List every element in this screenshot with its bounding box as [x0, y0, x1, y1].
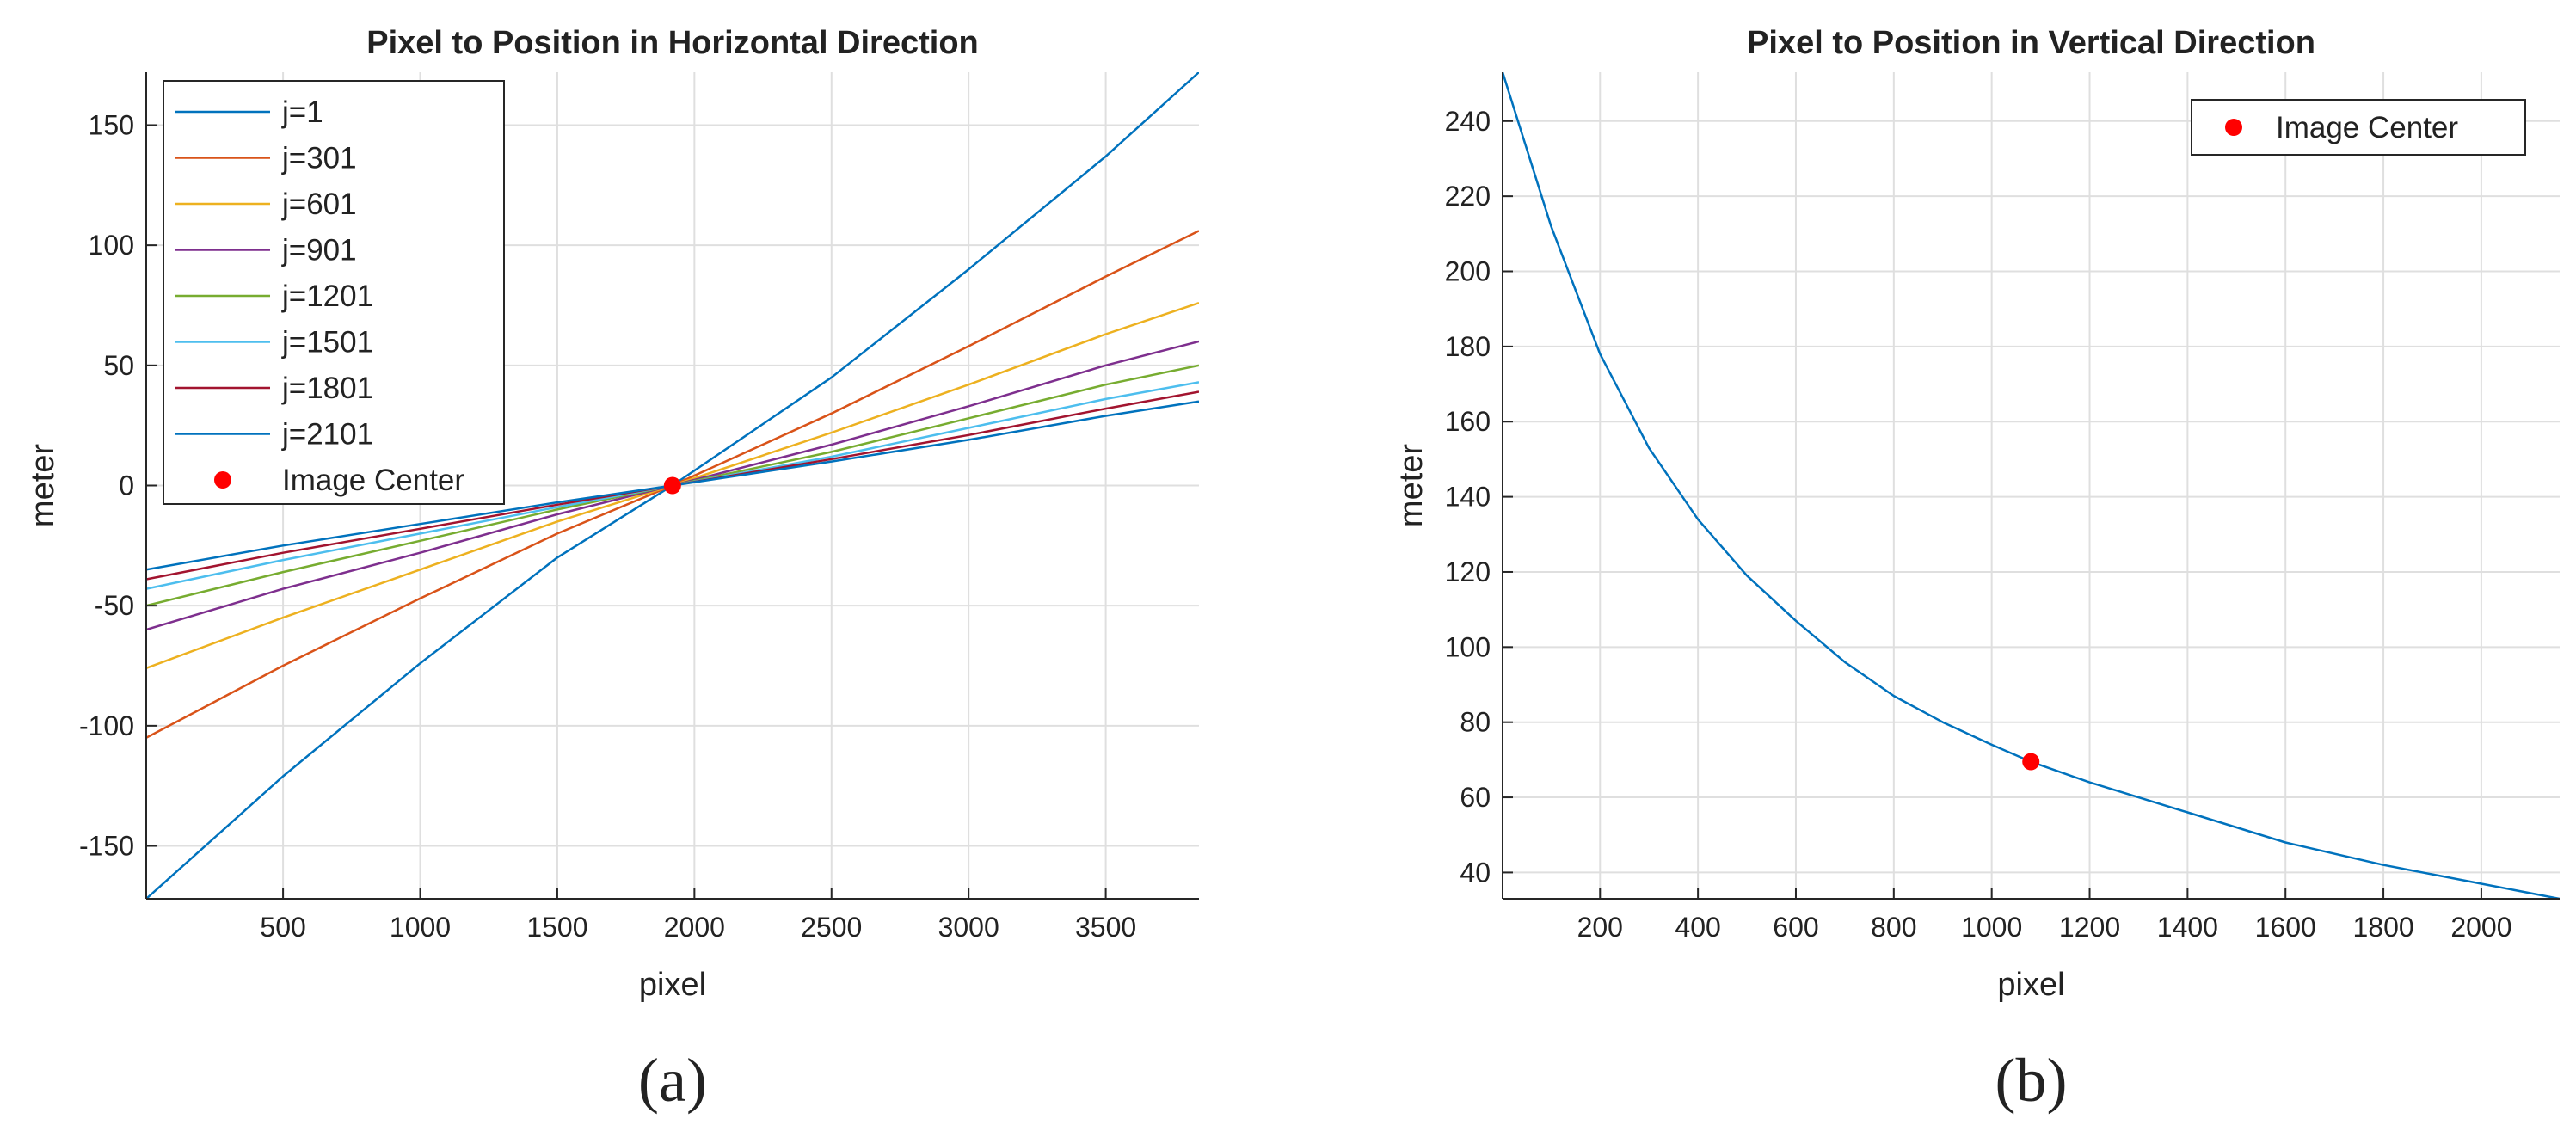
legend-entry: j=1801 — [281, 372, 373, 405]
y-tick-label: 120 — [1445, 556, 1491, 587]
y-axis-label: meter — [25, 444, 61, 527]
legend-entry: j=901 — [281, 234, 357, 267]
y-tick-label: 100 — [89, 230, 134, 261]
y-tick-label: 60 — [1460, 782, 1491, 813]
x-tick-label: 1500 — [526, 912, 587, 943]
x-tick-label: 600 — [1773, 912, 1818, 943]
x-tick-label: 2500 — [801, 912, 862, 943]
y-tick-label: 40 — [1460, 857, 1491, 888]
chart-title: Pixel to Position in Horizontal Directio… — [366, 25, 979, 61]
panel-caption: (b) — [1995, 1046, 2068, 1115]
series-line-1 — [1503, 72, 2560, 899]
legend-entry: j=2101 — [281, 418, 373, 452]
x-tick-label: 1400 — [2157, 912, 2218, 943]
chart-title: Pixel to Position in Vertical Direction — [1747, 25, 2315, 61]
x-tick-label: 1200 — [2059, 912, 2120, 943]
y-tick-label: 150 — [89, 109, 134, 140]
y-tick-label: 200 — [1445, 256, 1491, 287]
image-center-marker — [663, 476, 681, 495]
x-tick-label: 400 — [1675, 912, 1720, 943]
x-tick-label: 1800 — [2352, 912, 2413, 943]
y-tick-label: 140 — [1445, 482, 1491, 513]
chart-panel-b: 200 400 600 800 1000 1200 1400 1600 1800 2000 40 60… — [1393, 25, 2560, 1115]
y-tick-label: 0 — [119, 470, 134, 501]
legend-entry: Image Center — [282, 464, 464, 497]
x-tick-label: 3500 — [1075, 912, 1136, 943]
legend-marker-swatch — [2225, 119, 2242, 136]
y-tick-label: 80 — [1460, 707, 1491, 738]
x-tick-label: 200 — [1577, 912, 1623, 943]
legend-entry: j=301 — [281, 142, 357, 175]
x-tick-label: 2000 — [664, 912, 725, 943]
legend: Image Center — [2191, 99, 2526, 156]
y-tick-label: 160 — [1445, 406, 1491, 437]
image-center-marker — [2022, 753, 2040, 771]
y-tick-label: 240 — [1445, 106, 1491, 137]
legend-entry: j=1201 — [281, 280, 373, 313]
y-tick-label: 180 — [1445, 331, 1491, 362]
legend-entry: j=601 — [281, 188, 357, 221]
x-tick-label: 500 — [260, 912, 305, 943]
y-tick-label: 100 — [1445, 631, 1491, 662]
y-tick-label: 220 — [1445, 181, 1491, 212]
x-tick-label: 1000 — [1961, 912, 2022, 943]
y-tick-label: -100 — [79, 710, 134, 741]
legend-entry: j=1 — [281, 95, 323, 129]
x-tick-label: 3000 — [938, 912, 999, 943]
x-tick-label: 2000 — [2450, 912, 2511, 943]
series-group — [1503, 72, 2560, 899]
legend-entry: j=1501 — [281, 326, 373, 360]
y-tick-label: 50 — [103, 350, 134, 381]
legend-entry: Image Center — [2276, 111, 2458, 144]
y-axis-label: meter — [1393, 444, 1429, 527]
y-tick-label: -150 — [79, 831, 134, 862]
x-axis-label: pixel — [639, 967, 706, 1003]
legend-box — [2191, 99, 2526, 156]
panel-caption: (a) — [638, 1046, 707, 1115]
x-tick-label: 1000 — [390, 912, 451, 943]
legend: j=1 j=301 j=601 j=901 j=1201 j=1501 j=1801 j=21… — [163, 80, 505, 505]
x-axis-label: pixel — [1997, 967, 2064, 1003]
x-tick-label: 800 — [1871, 912, 1916, 943]
chart-panel-a: 500 1000 1500 2000 2500 3000 3500 -150 -100 -50 0 5… — [25, 25, 1199, 1115]
x-tick-label: 1600 — [2255, 912, 2316, 943]
y-tick-label: -50 — [95, 590, 134, 621]
legend-marker-swatch — [214, 471, 231, 489]
